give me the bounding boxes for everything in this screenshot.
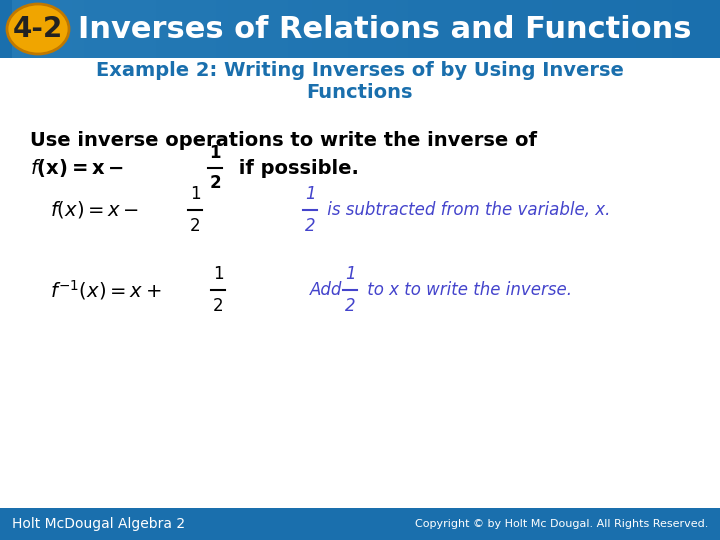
- FancyBboxPatch shape: [180, 0, 192, 58]
- FancyBboxPatch shape: [12, 0, 24, 58]
- FancyBboxPatch shape: [156, 0, 168, 58]
- Text: Functions: Functions: [307, 83, 413, 102]
- FancyBboxPatch shape: [432, 0, 444, 58]
- FancyBboxPatch shape: [60, 0, 72, 58]
- FancyBboxPatch shape: [240, 0, 252, 58]
- Text: 2: 2: [345, 297, 355, 315]
- Text: 4-2: 4-2: [13, 15, 63, 43]
- FancyBboxPatch shape: [348, 0, 360, 58]
- FancyBboxPatch shape: [120, 0, 132, 58]
- FancyBboxPatch shape: [300, 0, 312, 58]
- Text: $\mathit{f}^{-1}(x) = x + $: $\mathit{f}^{-1}(x) = x + $: [50, 278, 161, 302]
- Text: Add: Add: [310, 281, 348, 299]
- Text: Example 2: Writing Inverses of by Using Inverse: Example 2: Writing Inverses of by Using …: [96, 60, 624, 79]
- FancyBboxPatch shape: [324, 0, 336, 58]
- Text: 2: 2: [210, 174, 221, 192]
- FancyBboxPatch shape: [0, 508, 720, 540]
- FancyBboxPatch shape: [0, 0, 720, 58]
- FancyBboxPatch shape: [384, 0, 396, 58]
- Text: $\mathit{f}(x) = x - $: $\mathit{f}(x) = x - $: [50, 199, 139, 220]
- FancyBboxPatch shape: [252, 0, 264, 58]
- Text: 2: 2: [305, 217, 315, 235]
- FancyBboxPatch shape: [372, 0, 384, 58]
- FancyBboxPatch shape: [312, 0, 324, 58]
- Text: to x to write the inverse.: to x to write the inverse.: [362, 281, 572, 299]
- FancyBboxPatch shape: [420, 0, 432, 58]
- FancyBboxPatch shape: [408, 0, 420, 58]
- FancyBboxPatch shape: [264, 0, 276, 58]
- Text: 1: 1: [189, 185, 200, 203]
- FancyBboxPatch shape: [192, 0, 204, 58]
- FancyBboxPatch shape: [336, 0, 348, 58]
- Text: Holt McDougal Algebra 2: Holt McDougal Algebra 2: [12, 517, 185, 531]
- FancyBboxPatch shape: [276, 0, 288, 58]
- FancyBboxPatch shape: [48, 0, 60, 58]
- Ellipse shape: [7, 4, 69, 54]
- FancyBboxPatch shape: [24, 0, 36, 58]
- Text: 1: 1: [212, 265, 223, 283]
- FancyBboxPatch shape: [144, 0, 156, 58]
- FancyBboxPatch shape: [504, 0, 516, 58]
- Text: if possible.: if possible.: [232, 159, 359, 178]
- Text: Use inverse operations to write the inverse of: Use inverse operations to write the inve…: [30, 131, 537, 150]
- Text: 1: 1: [210, 144, 221, 162]
- Text: 1: 1: [305, 185, 315, 203]
- FancyBboxPatch shape: [204, 0, 216, 58]
- FancyBboxPatch shape: [72, 0, 84, 58]
- FancyBboxPatch shape: [168, 0, 180, 58]
- FancyBboxPatch shape: [36, 0, 48, 58]
- FancyBboxPatch shape: [228, 0, 240, 58]
- FancyBboxPatch shape: [96, 0, 108, 58]
- Text: $\mathbf{\mathit{f}(x) = x - }$: $\mathbf{\mathit{f}(x) = x - }$: [30, 157, 124, 179]
- FancyBboxPatch shape: [84, 0, 96, 58]
- FancyBboxPatch shape: [360, 0, 372, 58]
- FancyBboxPatch shape: [396, 0, 408, 58]
- Text: 2: 2: [212, 297, 223, 315]
- Text: Copyright © by Holt Mc Dougal. All Rights Reserved.: Copyright © by Holt Mc Dougal. All Right…: [415, 519, 708, 529]
- FancyBboxPatch shape: [492, 0, 504, 58]
- FancyBboxPatch shape: [468, 0, 480, 58]
- FancyBboxPatch shape: [288, 0, 300, 58]
- Text: is subtracted from the variable, x.: is subtracted from the variable, x.: [322, 201, 611, 219]
- FancyBboxPatch shape: [480, 0, 492, 58]
- Text: 1: 1: [345, 265, 355, 283]
- Text: 2: 2: [189, 217, 200, 235]
- FancyBboxPatch shape: [132, 0, 144, 58]
- FancyBboxPatch shape: [108, 0, 120, 58]
- FancyBboxPatch shape: [456, 0, 468, 58]
- Text: Inverses of Relations and Functions: Inverses of Relations and Functions: [78, 15, 691, 44]
- FancyBboxPatch shape: [216, 0, 228, 58]
- FancyBboxPatch shape: [444, 0, 456, 58]
